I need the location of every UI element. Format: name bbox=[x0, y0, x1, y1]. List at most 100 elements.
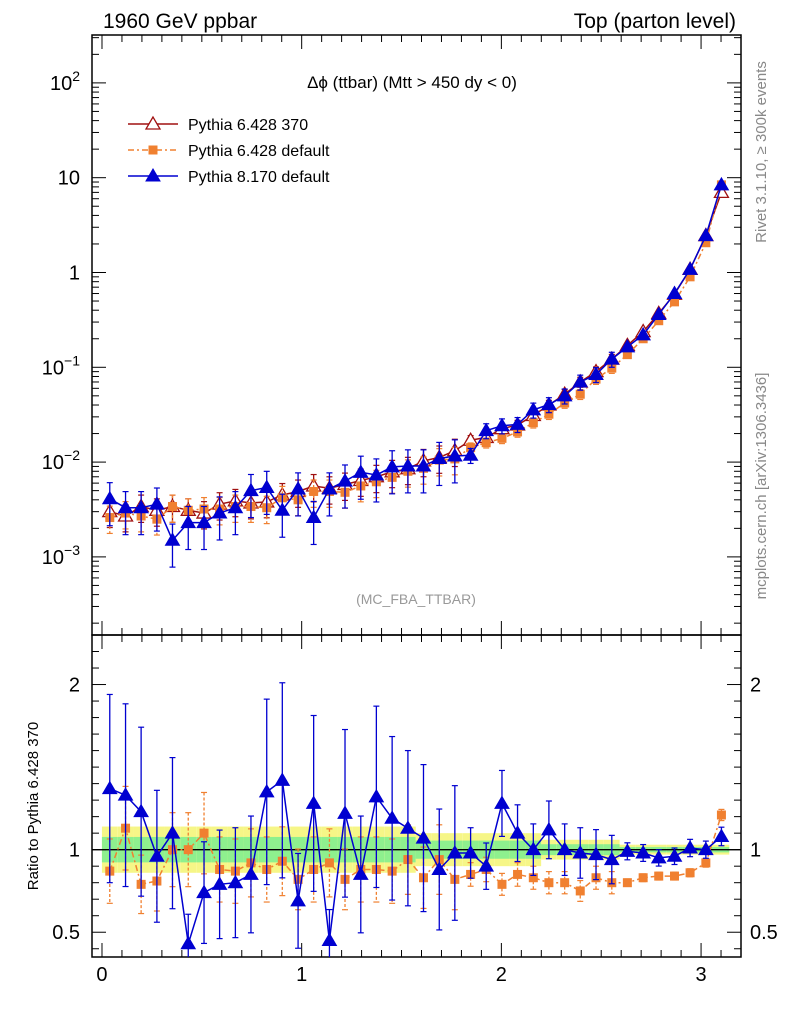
ratio-ylabel: Ratio to Pythia 6.428 370 bbox=[25, 722, 42, 890]
x-tick-label: 0 bbox=[96, 964, 107, 986]
data-point bbox=[685, 272, 695, 282]
ratio-point bbox=[513, 869, 523, 879]
ratio-point bbox=[431, 861, 448, 875]
data-point bbox=[478, 422, 495, 437]
ratio-point bbox=[415, 830, 432, 844]
ratio-point bbox=[117, 787, 134, 801]
ratio-point bbox=[509, 825, 526, 839]
series-1 bbox=[105, 180, 726, 536]
data-point bbox=[497, 433, 507, 443]
ratio-point bbox=[274, 772, 291, 786]
rivet-label: Rivet 3.1.10, ≥ 300k events bbox=[753, 61, 770, 243]
ratio-point bbox=[101, 780, 118, 795]
data-point bbox=[670, 297, 680, 307]
data-point bbox=[682, 261, 698, 275]
data-point bbox=[164, 532, 181, 546]
data-point bbox=[541, 396, 557, 411]
ratio-point bbox=[701, 858, 711, 868]
series-0 bbox=[101, 184, 730, 533]
ratio-point bbox=[575, 886, 585, 896]
data-point bbox=[305, 509, 322, 524]
legend: Pythia 6.428 370 Pythia 6.428 default Pyth… bbox=[128, 115, 330, 186]
ratio-point bbox=[180, 935, 197, 950]
data-point bbox=[446, 447, 463, 462]
ratio-point bbox=[603, 851, 620, 866]
main-axis-ticks: 10−3 10−2 10−1 1 10 102 bbox=[42, 35, 742, 635]
data-point bbox=[462, 447, 479, 461]
ratio-point bbox=[697, 841, 714, 856]
ratio-point bbox=[243, 866, 259, 880]
ratio-point bbox=[462, 844, 479, 859]
ratio-point bbox=[572, 844, 589, 859]
data-point bbox=[544, 409, 554, 419]
y-tick-label: 0.5 bbox=[52, 922, 80, 944]
ratio-point bbox=[133, 803, 149, 818]
ratio-point bbox=[446, 844, 463, 859]
ratio-point bbox=[164, 825, 181, 839]
data-point bbox=[588, 366, 604, 380]
data-point bbox=[117, 499, 134, 514]
data-point bbox=[227, 499, 244, 514]
data-point bbox=[607, 363, 617, 373]
data-point bbox=[400, 457, 416, 472]
ratio-point bbox=[666, 848, 683, 862]
ratio-point bbox=[650, 849, 667, 864]
ratio-point bbox=[149, 848, 165, 862]
legend-marker bbox=[144, 115, 162, 130]
ratio-point bbox=[497, 879, 507, 889]
y-tick-label: 10 bbox=[58, 168, 80, 190]
data-point bbox=[622, 350, 632, 360]
ratio-axis-ticks: 0.5 0.5 1 1 2 2 bbox=[52, 635, 778, 957]
ratio-point bbox=[290, 892, 306, 907]
ratio-frame bbox=[91, 634, 742, 958]
x-tick-label: 1 bbox=[296, 964, 307, 986]
data-point bbox=[149, 496, 165, 510]
data-point bbox=[494, 417, 510, 432]
plot-title: Δϕ (ttbar) (Mtt > 450 dy < 0) bbox=[307, 73, 517, 92]
data-point bbox=[321, 481, 338, 495]
data-point bbox=[697, 227, 714, 242]
data-point bbox=[180, 514, 197, 529]
y-tick-label-right: 2 bbox=[750, 675, 761, 697]
series-2 bbox=[101, 176, 730, 568]
ratio-point bbox=[588, 846, 604, 861]
ratio-point bbox=[337, 805, 353, 819]
ratio-point bbox=[384, 810, 401, 824]
data-point bbox=[654, 316, 664, 326]
y-tick-label: 2 bbox=[69, 675, 80, 697]
legend-marker bbox=[148, 145, 158, 155]
y-tick-label-right: 0.5 bbox=[750, 922, 778, 944]
x-tick-label: 2 bbox=[496, 964, 507, 986]
mcplots-label: mcplots.cern.ch [arXiv:1306.3436] bbox=[753, 373, 770, 600]
y-tick-label: 10−3 bbox=[42, 542, 80, 569]
ratio-series bbox=[101, 682, 730, 957]
data-point bbox=[384, 458, 401, 473]
ratio-point bbox=[324, 858, 334, 868]
legend-label: Pythia 6.428 370 bbox=[188, 117, 308, 134]
data-point bbox=[509, 416, 526, 430]
data-point bbox=[603, 351, 620, 365]
data-point bbox=[352, 464, 369, 478]
data-point bbox=[196, 514, 212, 529]
data-point bbox=[211, 505, 228, 519]
analysis-watermark: (MC_FBA_TTBAR) bbox=[356, 591, 476, 607]
data-point bbox=[133, 499, 149, 514]
data-point bbox=[431, 450, 448, 465]
ratio-point bbox=[544, 878, 554, 888]
ratio-point bbox=[619, 843, 636, 857]
data-point bbox=[650, 306, 667, 321]
ratio-series-1 bbox=[101, 682, 730, 957]
data-point bbox=[528, 418, 538, 428]
ratio-point bbox=[258, 783, 275, 798]
y-tick-label-right: 1 bbox=[750, 840, 761, 862]
ratio-point bbox=[670, 871, 680, 881]
ratio-point bbox=[368, 788, 385, 803]
data-point bbox=[415, 457, 432, 472]
ratio-point bbox=[622, 878, 632, 888]
y-tick-label: 10−1 bbox=[42, 352, 80, 379]
ratio-point bbox=[321, 932, 338, 946]
ratio-point bbox=[305, 795, 322, 809]
data-point bbox=[368, 467, 385, 481]
ratio-point bbox=[400, 820, 416, 834]
ratio-point bbox=[528, 873, 538, 883]
